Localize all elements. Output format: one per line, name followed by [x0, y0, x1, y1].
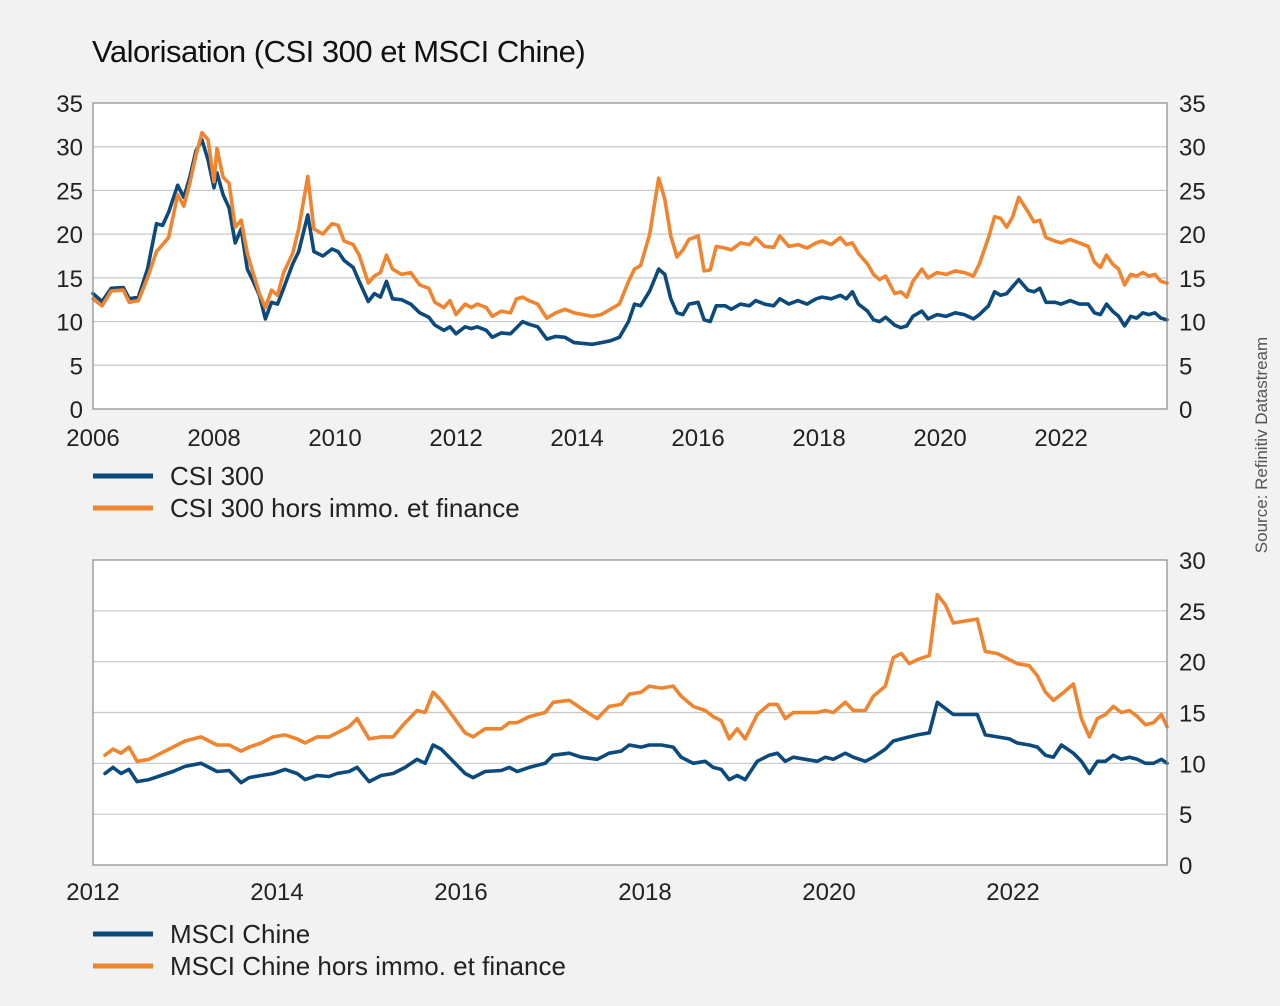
x-tick-label: 2016 [671, 425, 724, 452]
y-tick-label-right: 5 [1179, 802, 1192, 829]
y-tick-label-right: 10 [1179, 751, 1206, 778]
plot-frame [92, 559, 1168, 866]
y-tick-label-left: 5 [70, 353, 83, 380]
plot-area [93, 103, 1167, 409]
x-tick-label: 2016 [434, 879, 487, 906]
y-tick-label-left: 10 [56, 310, 83, 337]
y-tick-label-right: 20 [1179, 222, 1206, 249]
y-tick-label-right: 35 [1179, 91, 1206, 118]
y-tick-label-right: 10 [1179, 310, 1206, 337]
series-line-ex-property-finance [103, 592, 1169, 764]
x-tick-label: 2010 [308, 425, 361, 452]
y-tick-label-right: 30 [1179, 548, 1206, 575]
x-tick-label: 2018 [792, 425, 845, 452]
x-tick-label: 2022 [986, 879, 1039, 906]
y-tick-label-right: 25 [1179, 178, 1206, 205]
y-tick-label-right: 5 [1179, 353, 1192, 380]
y-tick-label-right: 30 [1179, 135, 1206, 162]
x-tick-label: 2014 [250, 879, 303, 906]
legend-label: MSCI Chine hors immo. et finance [170, 951, 566, 981]
y-tick-label-right: 20 [1179, 650, 1206, 677]
y-tick-label-left: 0 [70, 397, 83, 424]
x-tick-label: 2006 [66, 425, 119, 452]
y-tick-label-right: 15 [1179, 701, 1206, 728]
legend-label: CSI 300 hors immo. et finance [170, 493, 520, 523]
series-line-ex-property-finance [91, 130, 1169, 320]
x-tick-label: 2012 [66, 879, 119, 906]
x-tick-label: 2020 [802, 879, 855, 906]
chart-panel-2: 0 5 10 15 20 25 30 2012 2014 2016 2018 2020 2022 MSCI… [66, 548, 1205, 981]
legend-label: MSCI Chine [170, 919, 310, 949]
y-tick-label-left: 30 [56, 135, 83, 162]
y-tick-label-left: 20 [56, 222, 83, 249]
x-tick-label: 2014 [550, 425, 603, 452]
y-tick-label-right: 0 [1179, 397, 1192, 424]
y-tick-label-left: 35 [56, 91, 83, 118]
series-line-main [103, 700, 1169, 785]
chart-title: Valorisation (CSI 300 et MSCI Chine) [92, 34, 586, 69]
series-line-main [91, 137, 1169, 347]
x-tick-label: 2012 [429, 425, 482, 452]
legend-label: CSI 300 [170, 461, 264, 491]
x-tick-label: 2008 [187, 425, 240, 452]
x-tick-label: 2018 [618, 879, 671, 906]
x-tick-label: 2022 [1034, 425, 1087, 452]
y-tick-label-left: 25 [56, 178, 83, 205]
x-tick-label: 2020 [913, 425, 966, 452]
y-tick-label-right: 0 [1179, 853, 1192, 880]
y-tick-label-right: 25 [1179, 599, 1206, 626]
y-tick-label-left: 15 [56, 266, 83, 293]
y-tick-label-right: 15 [1179, 266, 1206, 293]
plot-frame [92, 102, 1168, 410]
